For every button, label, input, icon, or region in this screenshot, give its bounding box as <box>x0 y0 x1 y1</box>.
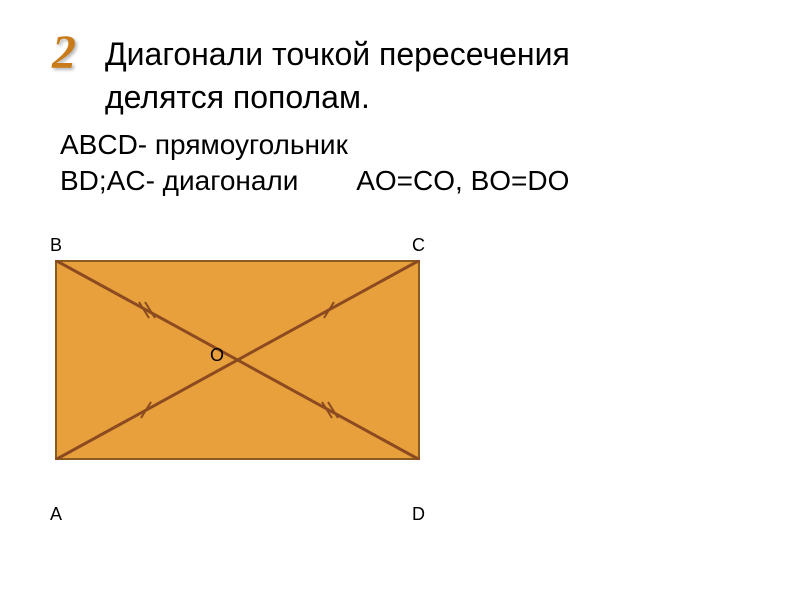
diagonals-label: BD;AC- диагонали <box>60 165 298 196</box>
vertex-label-a: A <box>50 504 62 525</box>
equality-text: AO=CO, BO=DO <box>356 163 569 199</box>
title-line-1: Диагонали точкой пересечения <box>105 35 740 73</box>
vertex-label-d: D <box>412 504 425 525</box>
title-line-2: делятся пополам. <box>105 78 740 116</box>
slide-number: 2 <box>52 25 76 80</box>
diagonals-info: BD;AC- диагонали AO=CO, BO=DO <box>60 163 740 199</box>
vertex-label-b: B <box>50 235 62 256</box>
intersection-label-o: O <box>210 345 224 366</box>
subtitle-rectangle: ABCD- прямоугольник <box>60 127 740 163</box>
rectangle-svg <box>55 260 420 460</box>
vertex-label-c: C <box>412 235 425 256</box>
rectangle-diagram: B C A D O <box>55 260 420 500</box>
